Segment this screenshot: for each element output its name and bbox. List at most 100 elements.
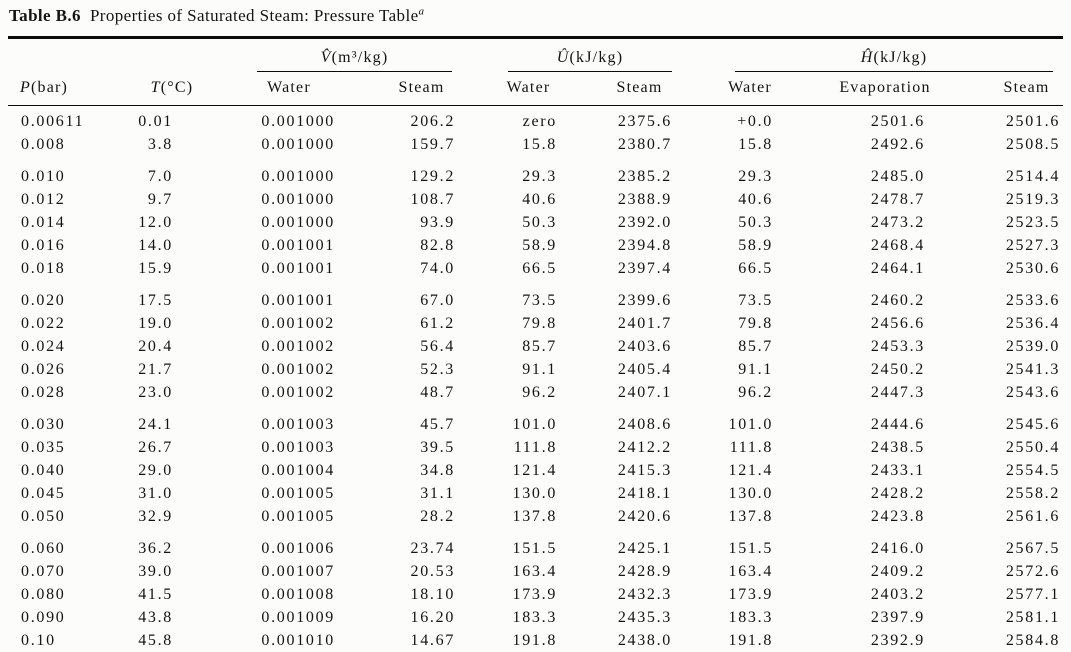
table-cell: 91.1 [738,361,774,378]
table-cell: 0.030 [21,416,66,433]
table-cell: 0.001001 [261,260,335,277]
table-cell: 2418.1 [617,485,673,502]
table-cell: 2473.2 [870,214,926,231]
table-cell: 2438.0 [617,632,673,649]
table-cell: 39.0 [138,563,173,580]
table-cell: 2533.6 [1005,292,1061,309]
table-cell: 58.9 [522,237,558,254]
table-cell: 48.7 [420,384,456,401]
column-header-h-water: Water [700,72,801,106]
table-cell: 191.8 [512,632,558,649]
table-cell: 29.3 [738,168,774,185]
column-group-label: V̂(m³/kg) [257,39,453,72]
table-cell: 0.001009 [261,609,335,626]
table-cell: 2508.5 [1005,136,1061,153]
column-header-temperature: T(°C) [115,72,213,106]
table-row: 0.028 23.0 0.001002 48.7 96.2 2407.1 96.2 2447.… [8,381,1063,404]
table-header: V̂(m³/kg) Û(kJ/kg) Ĥ(kJ/kg) P(bar) T(°C)… [8,38,1064,106]
table-cell: 29.3 [522,168,558,185]
table-cell: 2423.8 [870,508,926,525]
column-group-spacer [8,38,213,73]
table-cell: 56.4 [420,338,456,355]
table-cell: 2408.6 [617,416,673,433]
table-cell: 2456.6 [870,315,926,332]
table-cell: 2425.1 [617,540,673,557]
table-cell: 2577.1 [1005,586,1061,603]
table-row: 0.026 21.7 0.001002 52.3 91.1 2405.4 91.1 2450.… [8,358,1063,381]
table-body: 0.00611 0.01 0.001000 206.2 zero 2375.6 +0.0 25… [8,106,1063,652]
table-cell: 0.060 [21,540,66,557]
table-cell: 96.2 [738,384,774,401]
table-cell: 2397.4 [617,260,673,277]
table-cell: 2447.3 [870,384,926,401]
p-unit: (bar) [30,79,69,96]
table-cell: 85.7 [738,338,774,355]
table-cell: 0.001003 [261,416,335,433]
table-cell: 2428.2 [870,485,926,502]
table-cell: 0.001002 [261,338,335,355]
table-cell: 3.8 [147,136,173,153]
column-header-row: P(bar) T(°C) Water Steam Water Steam Wat… [8,72,1064,106]
table-cell: 137.8 [512,508,558,525]
table-cell: 0.001003 [261,439,335,456]
table-cell: 14.0 [138,237,173,254]
table-cell: 45.8 [138,632,173,649]
table-cell: 0.016 [21,237,66,254]
table-cell: 2392.9 [870,632,926,649]
table-cell: 130.0 [512,485,558,502]
table-cell: 66.5 [522,260,558,277]
table-row: 0.080 41.5 0.001008 18.10 173.9 2432.3 173.9 24… [8,583,1063,606]
table-cell: 2492.6 [870,136,926,153]
table-row: 0.016 14.0 0.001001 82.8 58.9 2394.8 58.9 2468.… [8,234,1063,257]
table-cell: 40.6 [738,191,774,208]
table-cell: 0.001002 [261,361,335,378]
table-cell: 2412.2 [617,439,673,456]
column-group-label: Ĥ(kJ/kg) [735,39,1054,72]
table-cell: 2399.6 [617,292,673,309]
table-cell: 50.3 [738,214,774,231]
table-cell: 2407.1 [617,384,673,401]
p-symbol: P [20,79,31,96]
table-cell: 2584.8 [1005,632,1061,649]
table-title: Table B.6 Properties of Saturated Steam: … [9,6,424,26]
t-symbol: T [150,79,161,96]
table-cell: 23.0 [138,384,173,401]
table-cell: 0.001007 [261,563,335,580]
table-cell: 101.0 [512,416,558,433]
table-cell: 183.3 [728,609,774,626]
table-cell: 0.012 [21,191,66,208]
table-cell: 2438.5 [870,439,926,456]
table-cell: +0.0 [737,113,774,130]
table-cell: 36.2 [138,540,173,557]
table-row: 0.010 7.0 0.001000 129.2 29.3 2385.2 29.3 2485.… [8,156,1063,188]
table-cell: 2409.2 [870,563,926,580]
table-cell: 21.7 [138,361,173,378]
table-cell: 2392.0 [617,214,673,231]
table-cell: 73.5 [522,292,558,309]
table-cell: 2530.6 [1005,260,1061,277]
table-cell: 137.8 [728,508,774,525]
table-cell: 2554.5 [1005,462,1061,479]
column-header-v-water: Water [213,72,365,106]
table-cell: 2416.0 [870,540,926,557]
u-unit: (kJ/kg) [569,49,624,66]
table-cell: 0.001005 [261,485,335,502]
table-cell: 2420.6 [617,508,673,525]
table-cell: 0.028 [21,384,66,401]
table-row: 0.014 12.0 0.001000 93.9 50.3 2392.0 50.3 2473.… [8,211,1063,234]
table-cell: 0.001001 [261,292,335,309]
table-row: 0.050 32.9 0.001005 28.2 137.8 2420.6 137.8 242… [8,505,1063,528]
table-cell: 2536.4 [1005,315,1061,332]
table-cell: 2460.2 [870,292,926,309]
table-cell: 2388.9 [617,191,673,208]
table-cell: 151.5 [512,540,558,557]
table-cell: 0.001000 [261,191,335,208]
table-cell: 0.010 [21,168,66,185]
table-title-text: Properties of Saturated Steam: Pressure … [89,6,419,25]
table-cell: 85.7 [522,338,558,355]
table-row: 0.10 45.8 0.001010 14.67 191.8 2438.0 191.8 239… [8,629,1063,652]
table-cell: 0.001005 [261,508,335,525]
table-cell: 66.5 [738,260,774,277]
table-cell: 15.9 [138,260,173,277]
table-cell: 0.020 [21,292,66,309]
